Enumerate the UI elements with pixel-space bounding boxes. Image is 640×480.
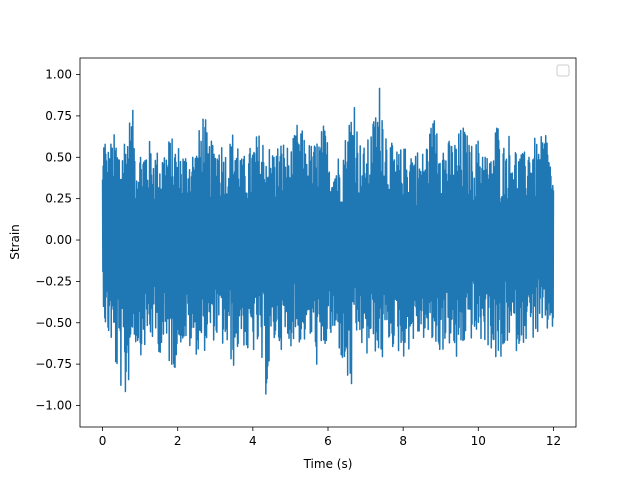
legend-box[interactable] (556, 64, 570, 77)
y-tick-label: −0.25 (35, 274, 72, 288)
x-tick-label: 6 (324, 434, 332, 448)
y-tick-label: 1.00 (45, 68, 72, 82)
x-axis-label: Time (s) (303, 457, 353, 471)
y-tick-label: 0.00 (45, 233, 72, 247)
y-tick-label: 0.75 (45, 109, 72, 123)
x-tick-label: 8 (399, 434, 407, 448)
plot-area (101, 87, 555, 395)
y-tick-label: −0.75 (35, 357, 72, 371)
y-tick-label: 0.50 (45, 150, 72, 164)
x-tick-label: 12 (546, 434, 561, 448)
y-tick-label: −1.00 (35, 398, 72, 412)
strain-series-line (101, 87, 555, 395)
axes-frame (79, 57, 577, 428)
x-axis-ticks: 0 2 4 6 8 10 12 (99, 427, 561, 448)
y-tick-label: −0.50 (35, 316, 72, 330)
x-tick-label: 4 (249, 434, 257, 448)
x-tick-label: 2 (174, 434, 182, 448)
x-tick-label: 0 (99, 434, 107, 448)
y-axis-ticks: −1.00 −0.75 −0.50 −0.25 0.00 0.25 0.50 0.75 1.00 (35, 68, 80, 412)
y-axis-label: Strain (8, 224, 22, 260)
y-tick-label: 0.25 (45, 192, 72, 206)
x-tick-label: 10 (471, 434, 486, 448)
